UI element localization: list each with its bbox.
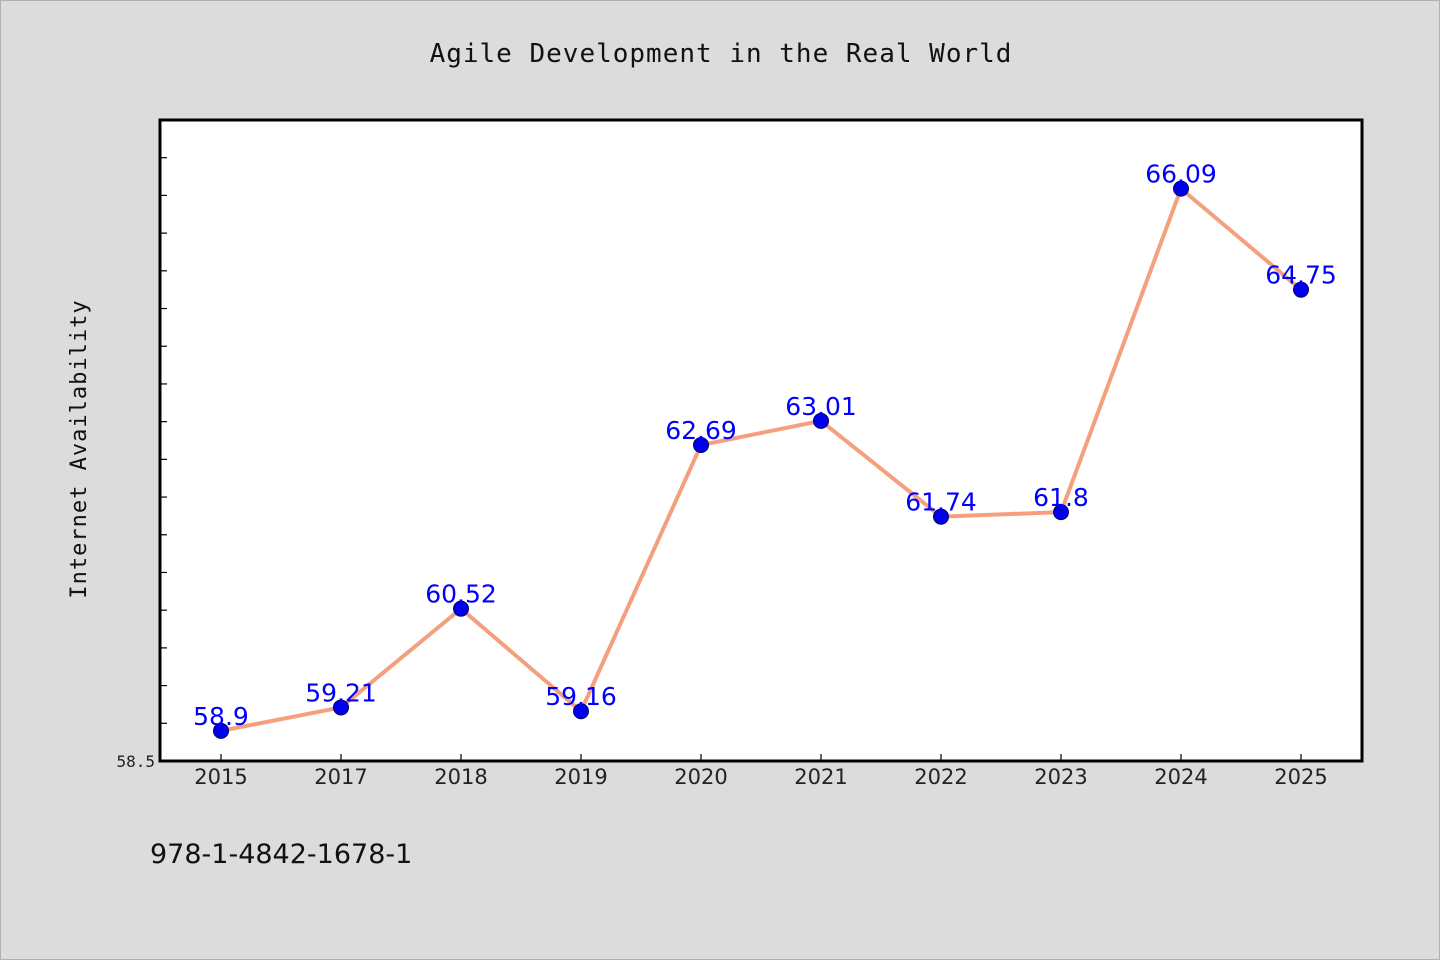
data-point: [813, 412, 829, 429]
data-point: [453, 600, 469, 617]
data-label: 59.16: [545, 682, 617, 711]
data-point: [933, 508, 949, 525]
data-label: 61.8: [1033, 483, 1089, 512]
x-tick-label: 2023: [1034, 765, 1087, 789]
data-point: [1053, 504, 1069, 521]
data-labels: 58.9 59.21 60.52 59.16 62.69 63.01 61.74 61.8 66…: [193, 160, 1337, 731]
plot-area: [158, 118, 1364, 763]
data-label: 59.21: [305, 678, 377, 707]
data-point: [213, 722, 229, 739]
data-point: [1173, 180, 1189, 197]
x-tick-label: 2015: [194, 765, 247, 789]
data-point: [573, 703, 589, 720]
chart-title: Agile Development in the Real World: [430, 39, 1013, 69]
x-tick-label: 2022: [914, 765, 967, 789]
x-tick-label: 2017: [314, 765, 367, 789]
data-label: 62.69: [665, 416, 737, 445]
data-label: 63.01: [785, 392, 857, 421]
data-label: 61.74: [905, 488, 977, 517]
isbn-footer: 978-1-4842-1678-1: [150, 839, 412, 870]
x-tick-label: 2019: [554, 765, 607, 789]
x-tick-label: 2025: [1274, 765, 1327, 789]
data-label: 66.09: [1145, 160, 1217, 189]
data-point: [693, 437, 709, 454]
series-layer: [213, 180, 1309, 739]
y-axis-ticks: 58.5: [116, 119, 167, 771]
data-label: 60.52: [425, 580, 497, 609]
series-line: [219, 186, 1303, 733]
x-tick-label: 2018: [434, 765, 487, 789]
x-axis-ticks: 2015 2017 2018 2019 2020 2021 2022 2023 2024 2025: [194, 754, 1328, 789]
y-tick-label: 58.5: [116, 752, 155, 771]
data-point: [1293, 281, 1309, 298]
y-axis-label: Internet Availability: [67, 299, 92, 598]
data-label: 64.75: [1265, 261, 1337, 290]
x-tick-label: 2020: [674, 765, 727, 789]
x-tick-label: 2021: [794, 765, 847, 789]
x-tick-label: 2024: [1154, 765, 1207, 789]
data-label: 58.9: [193, 702, 249, 731]
data-point: [333, 699, 349, 716]
